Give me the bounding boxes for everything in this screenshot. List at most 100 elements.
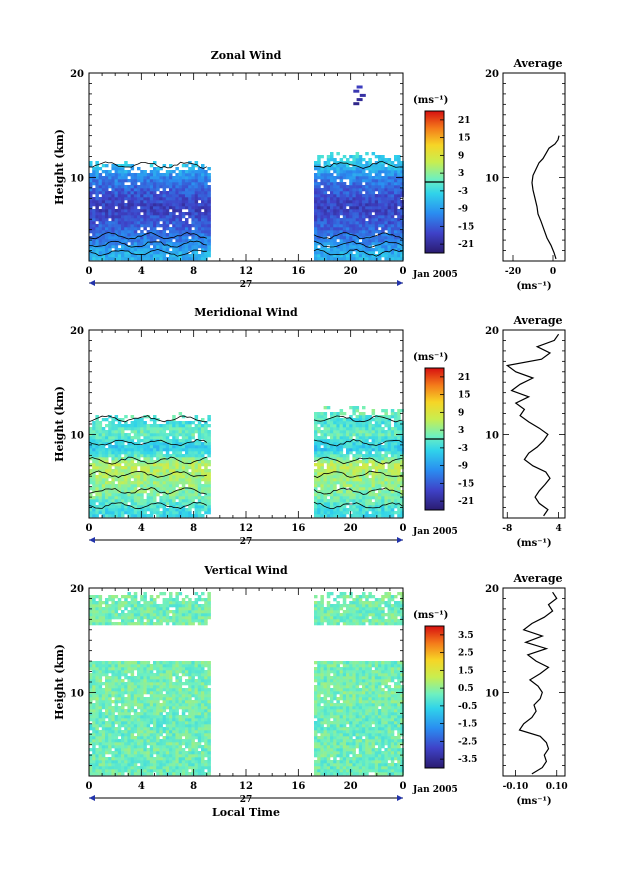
heatmap-cell — [108, 742, 112, 746]
heatmap-cell — [323, 436, 328, 440]
heatmap-cell — [117, 257, 122, 261]
heatmap-cell — [156, 215, 160, 219]
heatmap-cell — [384, 409, 388, 413]
colorbar-tick-label: -21 — [458, 240, 474, 250]
heatmap-cell — [101, 493, 106, 497]
heatmap-cell — [124, 769, 128, 773]
heatmap-cell — [188, 173, 192, 177]
heatmap-cell — [387, 176, 392, 180]
heatmap-cell — [397, 472, 401, 476]
heatmap-cell — [105, 227, 109, 231]
heatmap-cell — [374, 206, 379, 210]
heatmap-cell — [381, 194, 385, 198]
heatmap-cell — [346, 451, 350, 455]
heatmap-cell — [169, 469, 173, 473]
heatmap-cell — [342, 257, 347, 261]
heatmap-cell — [197, 460, 202, 464]
heatmap-cell — [201, 760, 205, 764]
heatmap-cell — [397, 496, 401, 500]
heatmap-cell — [146, 185, 151, 189]
heatmap-cell — [149, 206, 154, 210]
heatmap-cell — [92, 445, 96, 449]
heatmap-cell — [111, 772, 115, 776]
heatmap-cell — [127, 514, 131, 518]
heatmap-cell — [108, 484, 112, 488]
average-y-tick-label: 20 — [485, 326, 499, 337]
heatmap-cell — [127, 173, 131, 177]
heatmap-cell — [387, 478, 392, 482]
heatmap-cell — [153, 439, 157, 443]
heatmap-cell — [339, 179, 344, 183]
heatmap-cell — [156, 754, 160, 758]
heatmap-cell — [121, 164, 125, 168]
heatmap-cell — [320, 490, 324, 494]
heatmap-cell — [207, 224, 211, 228]
heatmap-cell — [378, 427, 382, 431]
heatmap-cell — [207, 173, 211, 177]
heatmap-cell — [146, 233, 151, 237]
heatmap-cell — [197, 257, 202, 261]
heatmap-cell — [149, 209, 154, 213]
heatmap-cell — [390, 188, 395, 192]
heatmap-cell — [387, 209, 392, 213]
heatmap-cell — [181, 502, 186, 506]
heatmap-cell — [320, 239, 324, 243]
heatmap-cell — [346, 221, 350, 225]
heatmap-cell — [381, 236, 385, 240]
heatmap-cell — [342, 185, 347, 189]
heatmap-cell — [98, 508, 103, 512]
heatmap-cell — [153, 472, 157, 476]
heatmap-cell — [124, 421, 128, 425]
heatmap-cell — [204, 745, 208, 749]
heatmap-cell — [400, 490, 404, 494]
heatmap-cell — [146, 760, 151, 764]
heatmap-cell — [127, 760, 131, 764]
heatmap-cell — [390, 427, 395, 431]
heatmap-cell — [146, 466, 151, 470]
contour-line — [313, 161, 403, 169]
heatmap-cell — [124, 499, 128, 503]
heatmap-cell — [101, 454, 106, 458]
heatmap-cell — [384, 487, 388, 491]
heatmap-cell — [95, 442, 99, 446]
heatmap-cell — [175, 766, 179, 770]
heatmap-cell — [101, 469, 106, 473]
heatmap-cell — [178, 499, 183, 503]
heatmap-cell — [159, 442, 163, 446]
heatmap-cell — [143, 182, 147, 186]
heatmap-cell — [201, 203, 205, 207]
heatmap-cell — [124, 433, 128, 437]
heatmap-cell — [349, 472, 353, 476]
heatmap-cell — [400, 499, 404, 503]
heatmap-cell — [204, 209, 208, 213]
heatmap-cell — [143, 212, 147, 216]
heatmap-cell — [89, 481, 93, 485]
heatmap-cell — [98, 173, 103, 177]
heatmap-cell — [365, 448, 369, 452]
heatmap-cell — [207, 254, 211, 258]
heatmap-cell — [368, 487, 372, 491]
heatmap-cell — [130, 439, 135, 443]
heatmap-cell — [101, 742, 106, 746]
heatmap-cell — [137, 751, 141, 755]
colorbar-unit: (ms⁻¹) — [413, 352, 448, 363]
heatmap-cell — [320, 499, 324, 503]
heatmap-cell — [384, 194, 388, 198]
heatmap-cell — [191, 736, 195, 740]
heatmap-cell — [172, 736, 176, 740]
heatmap-cell — [137, 218, 141, 222]
heatmap-cell — [207, 430, 211, 434]
heatmap-cell — [111, 164, 115, 168]
heatmap-cell — [153, 421, 157, 425]
heatmap-cell — [197, 511, 202, 515]
heatmap-cell — [162, 739, 167, 743]
heatmap-cell — [346, 218, 350, 222]
heatmap-cell — [397, 209, 401, 213]
heatmap-cell — [162, 472, 167, 476]
heatmap-cell — [95, 451, 99, 455]
heatmap-cell — [117, 430, 122, 434]
heatmap-cell — [197, 454, 202, 458]
heatmap-cell — [172, 242, 176, 246]
heatmap-cell — [346, 436, 350, 440]
heatmap-cell — [397, 436, 401, 440]
